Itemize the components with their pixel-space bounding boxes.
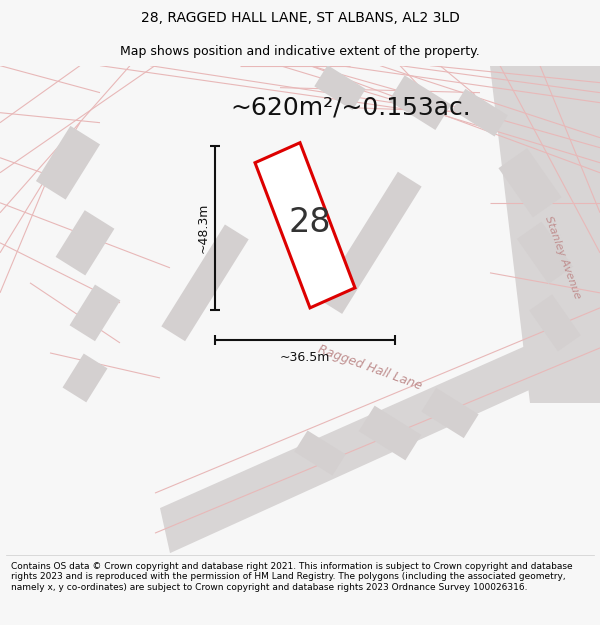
Polygon shape [294, 431, 346, 476]
Polygon shape [255, 142, 355, 308]
Text: 28: 28 [289, 206, 331, 239]
Polygon shape [56, 210, 115, 276]
Polygon shape [359, 406, 421, 461]
Polygon shape [161, 224, 248, 341]
Text: Stanley Avenue: Stanley Avenue [544, 215, 583, 301]
Text: Ragged Hall Lane: Ragged Hall Lane [316, 343, 424, 393]
Polygon shape [499, 148, 562, 218]
Polygon shape [490, 66, 600, 403]
Polygon shape [529, 294, 581, 351]
Polygon shape [389, 76, 451, 130]
Text: Contains OS data © Crown copyright and database right 2021. This information is : Contains OS data © Crown copyright and d… [11, 562, 572, 591]
Polygon shape [517, 222, 573, 284]
Polygon shape [70, 284, 121, 341]
Polygon shape [319, 172, 422, 314]
Text: ~620m²/~0.153ac.: ~620m²/~0.153ac. [230, 96, 471, 119]
Polygon shape [314, 65, 366, 110]
Polygon shape [36, 126, 100, 199]
Polygon shape [421, 388, 479, 438]
Text: Map shows position and indicative extent of the property.: Map shows position and indicative extent… [120, 45, 480, 58]
Polygon shape [452, 89, 508, 136]
Text: ~36.5m: ~36.5m [280, 351, 330, 364]
Text: 28, RAGGED HALL LANE, ST ALBANS, AL2 3LD: 28, RAGGED HALL LANE, ST ALBANS, AL2 3LD [140, 11, 460, 26]
Polygon shape [62, 354, 107, 402]
Text: ~48.3m: ~48.3m [197, 202, 210, 253]
Polygon shape [160, 313, 600, 553]
